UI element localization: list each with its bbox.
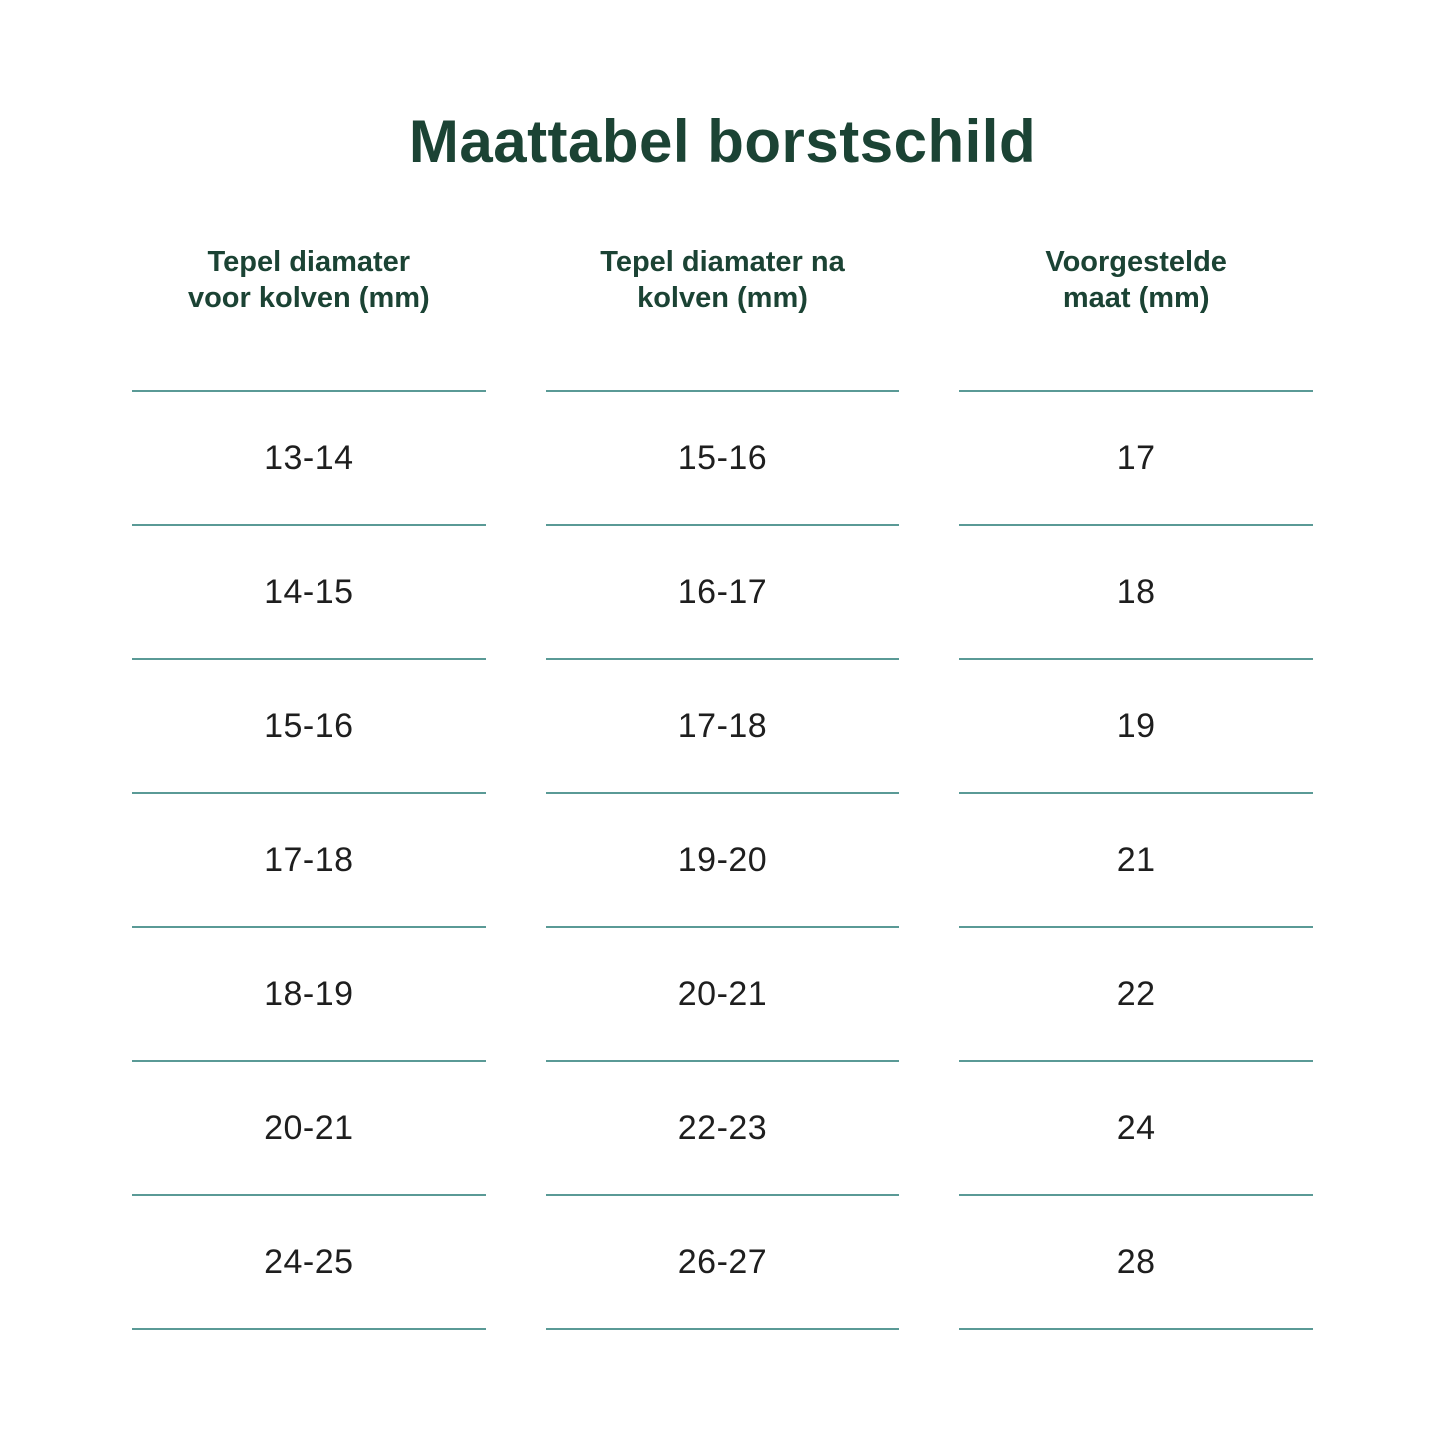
table-column-before-pumping: Tepel diamater voor kolven (mm) 13-14 14… bbox=[132, 244, 486, 1330]
table-cell: 20-21 bbox=[545, 928, 900, 1062]
table-cell: 19 bbox=[959, 660, 1313, 794]
table-cell: 15-16 bbox=[132, 660, 486, 794]
table-cell: 18 bbox=[959, 526, 1313, 660]
table-cell: 21 bbox=[959, 794, 1313, 928]
column-rows: 17 18 19 21 22 24 28 bbox=[959, 390, 1313, 1330]
table-column-suggested-size: Voorgestelde maat (mm) 17 18 19 21 22 24… bbox=[959, 244, 1313, 1330]
table-column-after-pumping: Tepel diamater na kolven (mm) 15-16 16-1… bbox=[545, 244, 900, 1330]
column-header: Voorgestelde maat (mm) bbox=[1045, 246, 1227, 314]
column-header: Tepel diamater voor kolven (mm) bbox=[187, 246, 430, 314]
table-cell: 18-19 bbox=[132, 928, 486, 1062]
page-title: Maattabel borstschild bbox=[408, 108, 1037, 175]
column-rows: 15-16 16-17 17-18 19-20 20-21 22-23 26-2… bbox=[545, 390, 900, 1330]
table-cell: 13-14 bbox=[132, 392, 486, 526]
table-cell: 26-27 bbox=[545, 1196, 900, 1330]
table-cell: 20-21 bbox=[132, 1062, 486, 1196]
table-cell: 22 bbox=[959, 928, 1313, 1062]
column-header: Tepel diamater na kolven (mm) bbox=[600, 246, 845, 314]
table-cell: 24 bbox=[959, 1062, 1313, 1196]
table-cell: 24-25 bbox=[132, 1196, 486, 1330]
table-cell: 22-23 bbox=[545, 1062, 900, 1196]
table-cell: 17 bbox=[959, 392, 1313, 526]
table-cell: 17-18 bbox=[132, 794, 486, 928]
table-cell: 19-20 bbox=[545, 794, 900, 928]
table-cell: 28 bbox=[959, 1196, 1313, 1330]
table-cell: 14-15 bbox=[132, 526, 486, 660]
column-rows: 13-14 14-15 15-16 17-18 18-19 20-21 24-2… bbox=[132, 390, 486, 1330]
size-table: Tepel diamater voor kolven (mm) 13-14 14… bbox=[132, 244, 1313, 1330]
table-cell: 16-17 bbox=[545, 526, 900, 660]
table-cell: 17-18 bbox=[545, 660, 900, 794]
table-cell: 15-16 bbox=[545, 392, 900, 526]
